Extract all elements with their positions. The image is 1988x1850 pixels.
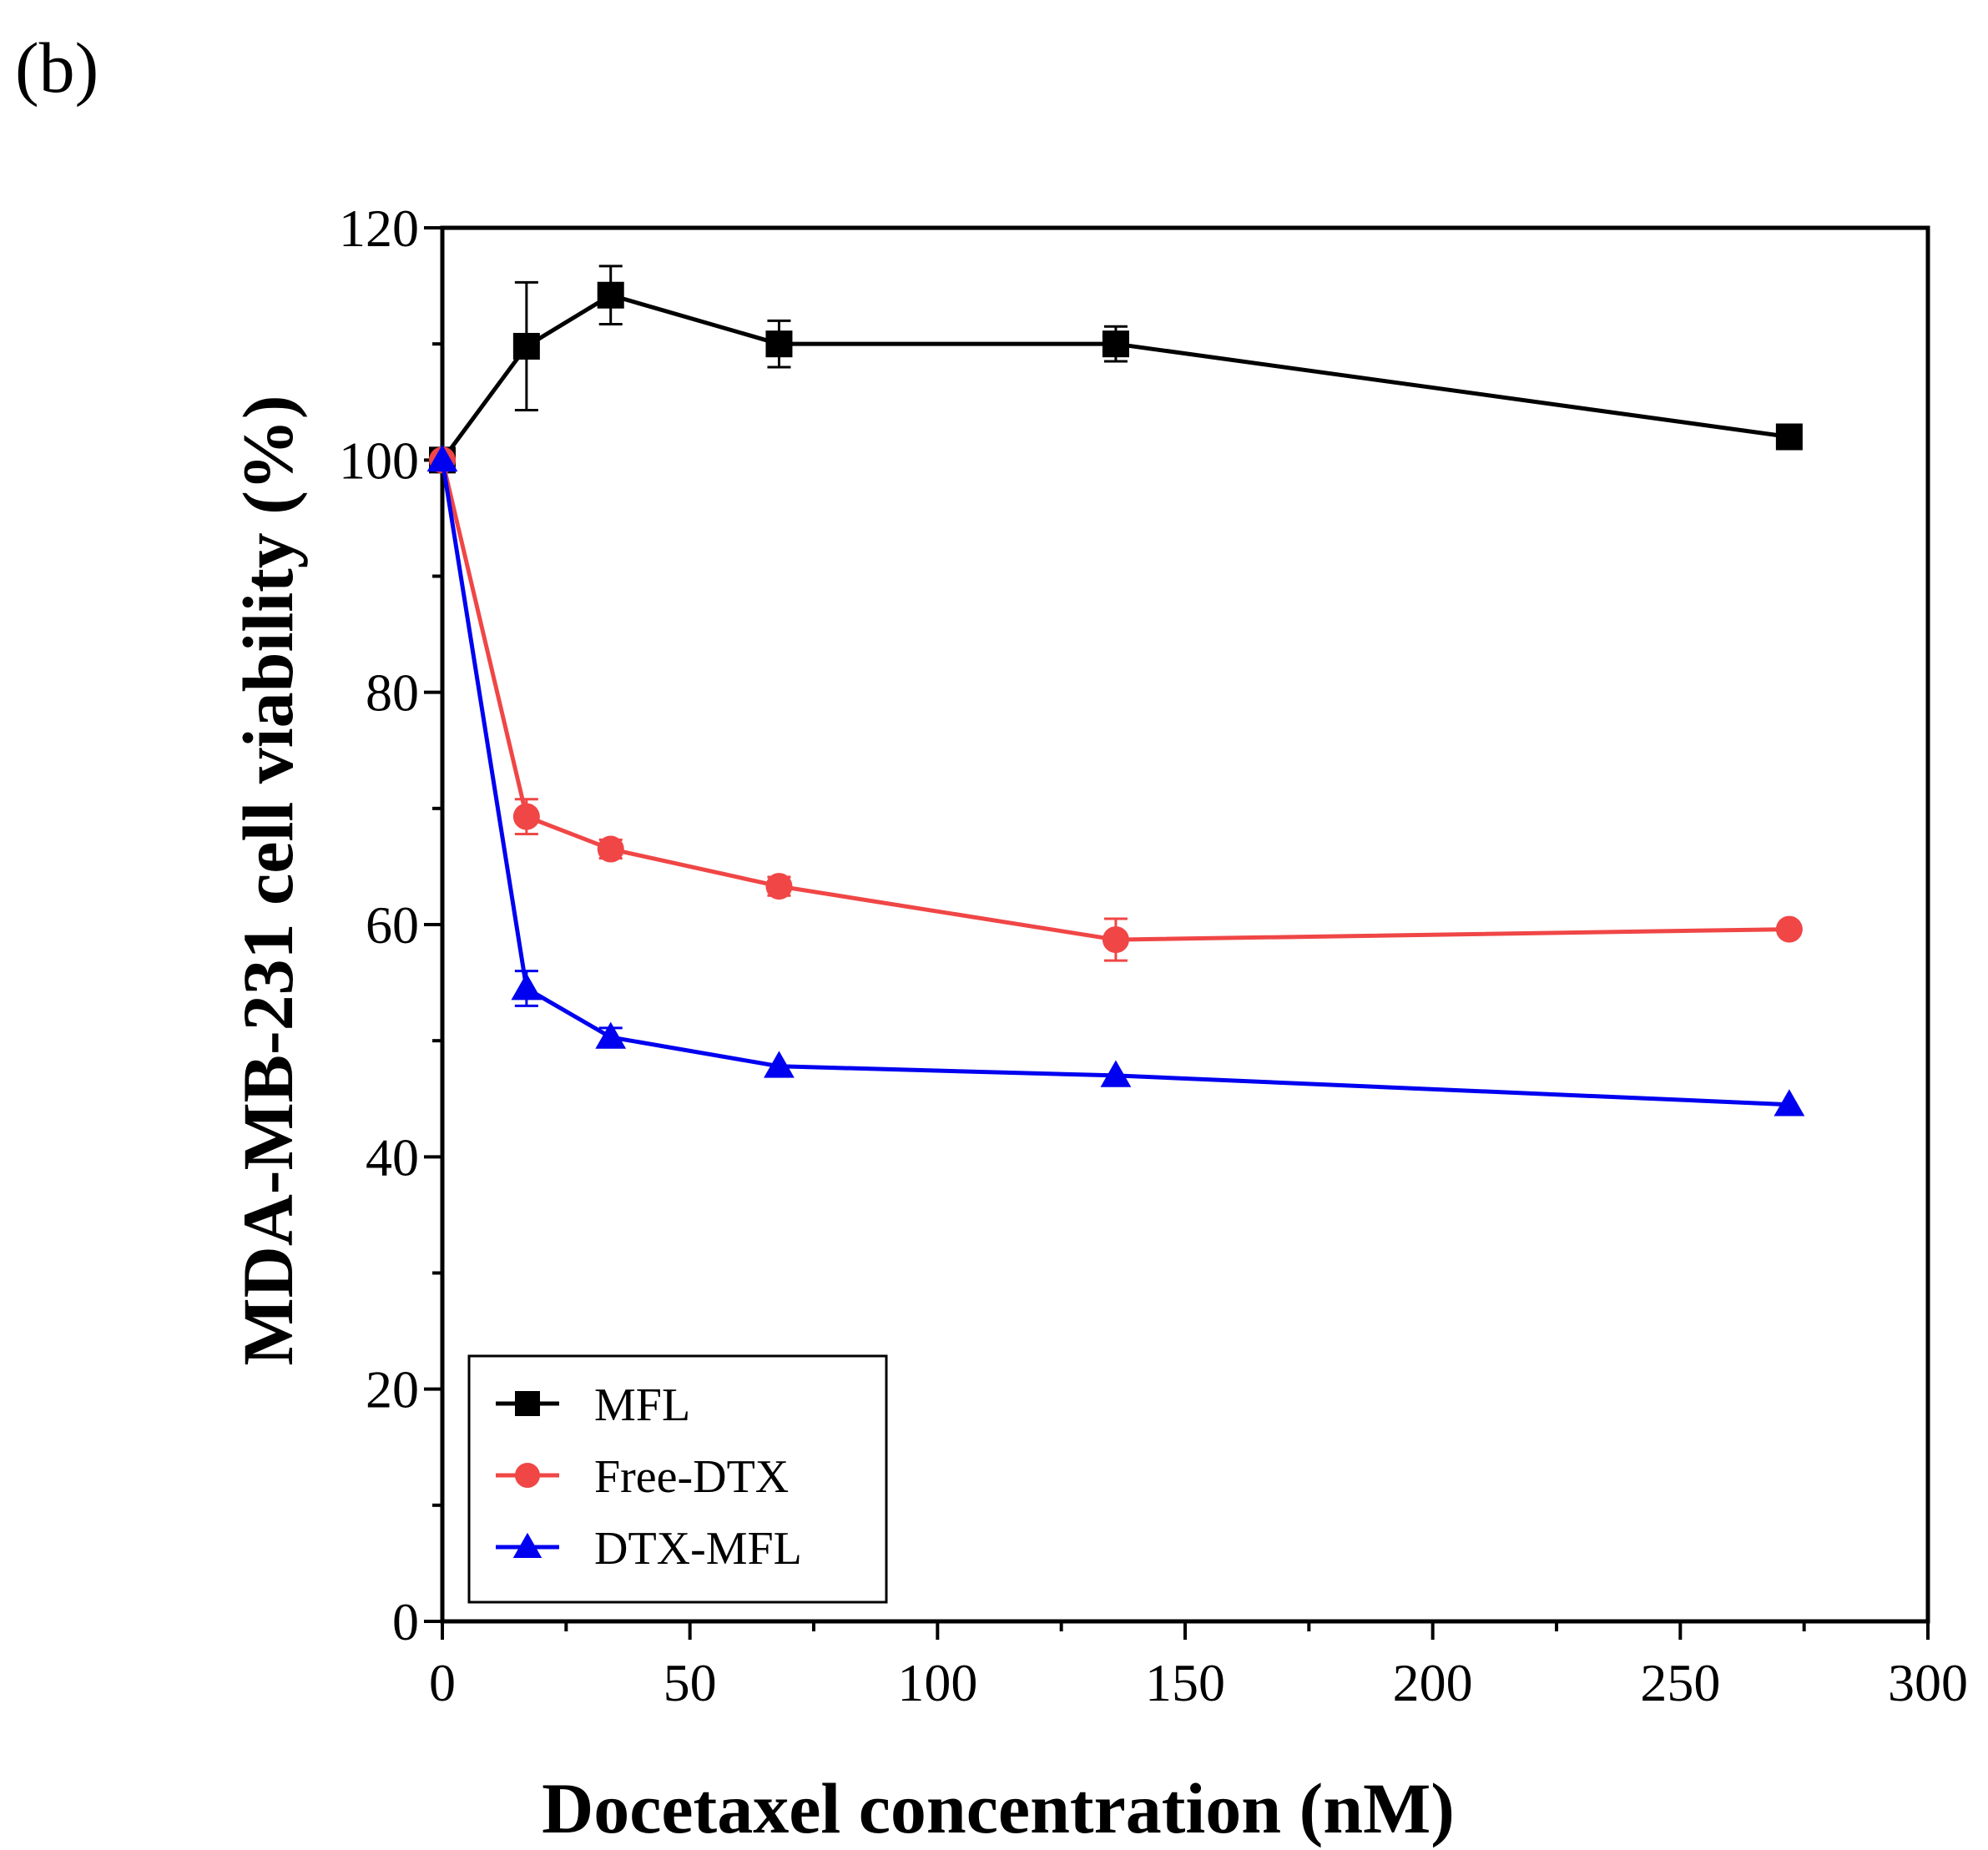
y-tick-label: 80 — [366, 663, 419, 723]
plot-area: 0 50 100 150 200 250 300 0 20 40 60 80 100 120 — [339, 199, 1968, 1712]
legend-label-dtx-mfl: DTX-MFL — [594, 1523, 802, 1575]
data-point-free-dtx — [597, 835, 624, 863]
data-point-mfl — [765, 330, 793, 358]
series-line-mfl — [440, 293, 1790, 461]
data-point-dtx-mfl — [1774, 1089, 1805, 1117]
data-point-dtx-mfl — [511, 973, 542, 1001]
data-point-dtx-mfl — [426, 444, 458, 472]
x-tick-label: 200 — [1393, 1653, 1473, 1712]
x-tick-label: 0 — [429, 1653, 456, 1712]
legend-label-free-dtx: Free-DTX — [594, 1451, 789, 1503]
legend-marker-free-dtx — [515, 1463, 540, 1488]
data-point-dtx-mfl — [1100, 1060, 1132, 1087]
legend: MFL Free-DTX DTX-MFL — [467, 1354, 888, 1604]
y-tick-label: 40 — [366, 1127, 419, 1187]
x-tick-label: 150 — [1145, 1653, 1225, 1712]
data-point-mfl — [597, 281, 624, 309]
y-axis-title: MDA-MB-231 cell viability (%) — [228, 395, 308, 1365]
data-point-mfl — [1775, 423, 1803, 451]
data-point-mfl — [1102, 330, 1129, 358]
y-tick-label: 60 — [366, 895, 419, 955]
data-point-dtx-mfl — [764, 1051, 795, 1078]
x-tick-label: 250 — [1640, 1653, 1720, 1712]
data-point-free-dtx — [1102, 926, 1129, 954]
x-tick-label: 300 — [1888, 1653, 1968, 1712]
data-point-mfl — [512, 332, 540, 360]
x-tick-label: 50 — [664, 1653, 717, 1712]
legend-label-mfl: MFL — [594, 1379, 690, 1431]
y-tick-label: 0 — [392, 1592, 419, 1651]
x-tick-label: 100 — [897, 1653, 977, 1712]
series-line-free-dtx — [440, 459, 1789, 942]
data-point-free-dtx — [765, 873, 793, 900]
data-point-free-dtx — [1775, 915, 1803, 943]
data-point-dtx-mfl — [595, 1021, 627, 1049]
panel-label: (b) — [15, 28, 98, 108]
legend-marker-dtx-mfl — [512, 1532, 542, 1558]
data-point-free-dtx — [512, 803, 540, 830]
legend-marker-mfl — [515, 1391, 540, 1416]
series-line-dtx-mfl — [440, 459, 1789, 1107]
y-tick-label: 100 — [339, 431, 419, 490]
x-axis-title: Docetaxel concentration (nM) — [542, 1768, 1455, 1848]
y-tick-label: 20 — [366, 1360, 419, 1419]
y-tick-label: 120 — [339, 199, 419, 258]
